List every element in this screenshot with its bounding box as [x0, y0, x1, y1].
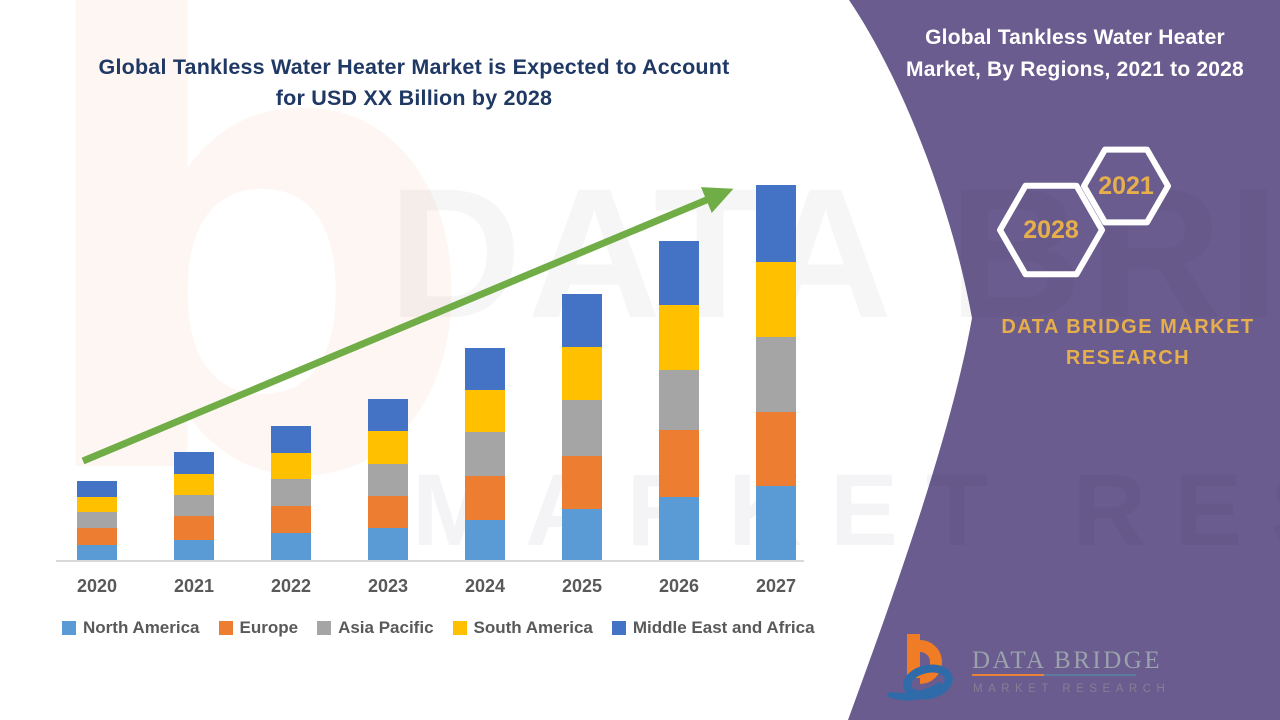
bar-segment-2023-europe: [368, 496, 408, 528]
stacked-bar-2025: [562, 294, 602, 561]
bar-segment-2022-middle-east-and-africa: [271, 426, 311, 453]
legend-label: Asia Pacific: [338, 618, 434, 637]
bar-segment-2021-asia-pacific: [174, 495, 214, 516]
bar-segment-2022-europe: [271, 506, 311, 533]
bar-segment-2024-middle-east-and-africa: [465, 348, 505, 390]
stacked-bar-2024: [465, 348, 505, 561]
bar-segment-2022-asia-pacific: [271, 479, 311, 506]
bar-segment-2022-south-america: [271, 453, 311, 479]
side-panel-background: [848, 0, 1280, 720]
chart-title: Global Tankless Water Heater Market is E…: [40, 52, 788, 114]
bar-chart-plot-area: [58, 0, 802, 561]
bar-segment-2021-north-america: [174, 540, 214, 561]
legend-label: Europe: [239, 618, 299, 637]
bar-segment-2020-europe: [77, 528, 117, 545]
x-axis-label-2022: 2022: [270, 576, 312, 596]
bar-segment-2026-north-america: [659, 497, 699, 561]
x-axis-label-2026: 2026: [658, 576, 700, 596]
bar-segment-2027-north-america: [756, 486, 796, 561]
bar-segment-2020-middle-east-and-africa: [77, 481, 117, 497]
hexagon-back-year-label: 2028: [1023, 216, 1079, 244]
bar-segment-2027-south-america: [756, 262, 796, 337]
bar-segment-2026-south-america: [659, 305, 699, 370]
bar-segment-2022-north-america: [271, 533, 311, 561]
side-panel-heading-line1: Global Tankless Water Heater: [925, 26, 1225, 49]
stacked-bar-2021: [174, 452, 214, 561]
stacked-bar-2026: [659, 241, 699, 561]
bar-segment-2027-europe: [756, 412, 796, 486]
hexagon-2021-badge: 2021: [1081, 146, 1171, 226]
stacked-bar-2027: [756, 185, 796, 561]
hexagon-badges: 2028 2021: [997, 146, 1171, 278]
bar-segment-2023-south-america: [368, 431, 408, 464]
bar-segment-2021-south-america: [174, 474, 214, 495]
legend-item-europe: Europe: [218, 618, 299, 638]
legend-swatch: [62, 621, 76, 635]
bar-segment-2021-middle-east-and-africa: [174, 452, 214, 474]
trend-arrow-line: [81, 187, 734, 465]
bar-segment-2023-middle-east-and-africa: [368, 399, 408, 431]
x-axis-label-2020: 2020: [76, 576, 118, 596]
marketresearch-watermark-text: MARKET RESEARCH: [412, 453, 1280, 567]
chart-legend: North America Europe Asia Pacific South Ame…: [62, 618, 815, 638]
side-panel-heading: Global Tankless Water Heater Market, By …: [880, 22, 1270, 85]
x-axis-line: [56, 560, 804, 562]
legend-item-middle-east-and-africa: Middle East and Africa: [611, 618, 815, 638]
legend-swatch: [611, 621, 626, 635]
stacked-bar-2022: [271, 426, 311, 561]
bar-segment-2020-north-america: [77, 545, 117, 561]
chart-title-line2: for USD XX Billion by 2028: [275, 86, 553, 111]
legend-item-north-america: North America: [62, 618, 200, 638]
legend-item-south-america: South America: [452, 618, 593, 638]
logo-name-text: DATA BRIDGE: [972, 647, 1162, 674]
x-axis-label-2021: 2021: [173, 576, 215, 596]
bar-segment-2021-europe: [174, 516, 214, 540]
bar-segment-2026-asia-pacific: [659, 370, 699, 430]
side-panel-heading-line2: Market, By Regions, 2021 to 2028: [906, 57, 1244, 81]
bar-segment-2023-north-america: [368, 528, 408, 561]
databridge-logo: DATA BRIDGE MARKET RESEARCH: [886, 634, 1170, 701]
hexagon-2028-badge: 2028: [997, 182, 1105, 278]
legend-label: North America: [83, 618, 200, 637]
bar-segment-2025-north-america: [562, 509, 602, 561]
bar-segment-2025-south-america: [562, 347, 602, 400]
bar-segment-2025-asia-pacific: [562, 400, 602, 456]
bar-segment-2023-asia-pacific: [368, 464, 408, 496]
brand-name-line1: DATA BRIDGE MARKET: [1001, 316, 1255, 338]
trend-arrow: [81, 187, 734, 465]
x-axis-label-2023: 2023: [367, 576, 409, 596]
bar-segment-2024-asia-pacific: [465, 432, 505, 476]
bar-segment-2026-middle-east-and-africa: [659, 241, 699, 305]
x-axis-label-2027: 2027: [755, 576, 797, 596]
bar-segment-2024-north-america: [465, 520, 505, 561]
brand-name-line2: RESEARCH: [1065, 347, 1191, 369]
bar-segment-2027-asia-pacific: [756, 337, 796, 412]
bar-segment-2020-south-america: [77, 497, 117, 512]
legend-item-asia-pacific: Asia Pacific: [317, 618, 434, 638]
legend-label: Middle East and Africa: [632, 618, 815, 637]
databridge-logo-mark: [886, 634, 953, 701]
bar-segment-2027-middle-east-and-africa: [756, 185, 796, 262]
bar-segment-2024-south-america: [465, 390, 505, 432]
bar-segment-2020-asia-pacific: [77, 512, 117, 528]
stacked-bar-2020: [77, 481, 117, 561]
brand-name: DATA BRIDGE MARKET RESEARCH: [988, 312, 1268, 374]
legend-swatch: [317, 621, 332, 635]
x-axis-label-2024: 2024: [464, 576, 506, 596]
logo-subtitle-text: MARKET RESEARCH: [973, 683, 1170, 695]
chart-title-line1: Global Tankless Water Heater Market is E…: [98, 55, 730, 79]
stacked-bar-2023: [368, 399, 408, 561]
legend-label: South America: [473, 618, 593, 637]
bar-segment-2025-middle-east-and-africa: [562, 294, 602, 347]
bar-segment-2025-europe: [562, 456, 602, 509]
legend-swatch: [452, 621, 467, 635]
legend-swatch: [218, 621, 233, 635]
bar-segment-2026-europe: [659, 430, 699, 497]
hexagon-front-year-label: 2021: [1098, 172, 1154, 200]
bar-segment-2024-europe: [465, 476, 505, 520]
x-axis-label-2025: 2025: [561, 576, 603, 596]
